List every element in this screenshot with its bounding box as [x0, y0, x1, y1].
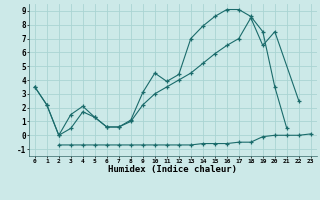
- X-axis label: Humidex (Indice chaleur): Humidex (Indice chaleur): [108, 165, 237, 174]
